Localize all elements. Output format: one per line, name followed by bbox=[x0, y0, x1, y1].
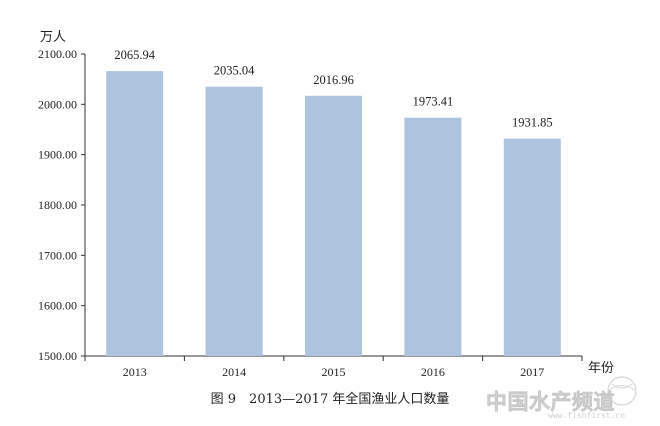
bar bbox=[106, 71, 164, 357]
y-tick-label: 1900.00 bbox=[38, 148, 77, 162]
y-tick-label: 1700.00 bbox=[38, 248, 77, 262]
bars bbox=[106, 71, 561, 357]
y-tick-label: 2100.00 bbox=[38, 47, 77, 61]
watermark: 中国水产频道 www.fishfirst.cn bbox=[486, 376, 637, 420]
bar-value-label: 1931.85 bbox=[512, 116, 553, 130]
x-axis-unit-label: 年份 bbox=[588, 361, 614, 376]
y-axis-unit-label: 万人 bbox=[40, 30, 66, 45]
bar-value-label: 2016.96 bbox=[313, 73, 354, 87]
watermark-subtext: www.fishfirst.cn bbox=[548, 411, 625, 420]
watermark-text: 中国水产频道 bbox=[486, 390, 615, 414]
y-tick-label: 1800.00 bbox=[38, 198, 77, 212]
bar bbox=[503, 138, 561, 356]
bar bbox=[305, 95, 362, 356]
y-tick-label: 1600.00 bbox=[38, 299, 77, 313]
bar-value-label: 2035.04 bbox=[214, 64, 255, 78]
y-tick-label: 2000.00 bbox=[38, 97, 77, 111]
x-tick-label: 2015 bbox=[322, 365, 346, 379]
labels: 1500.00 1600.00 1700.00 1800.00 1900.00 2000.… bbox=[38, 47, 553, 379]
bar-value-label: 1973.41 bbox=[413, 95, 454, 109]
y-tick-label: 1500.00 bbox=[38, 349, 77, 363]
x-tick-label: 2013 bbox=[123, 365, 147, 379]
bar-value-label: 2065.94 bbox=[114, 48, 155, 62]
x-tick-label: 2016 bbox=[421, 365, 445, 379]
x-tick-label: 2017 bbox=[520, 365, 544, 379]
chart-caption: 图 9 2013—2017 年全国渔业人口数量 bbox=[211, 391, 450, 407]
bar bbox=[205, 86, 263, 356]
watermark-wave-icon bbox=[607, 383, 637, 392]
bar bbox=[404, 117, 462, 356]
x-tick-label: 2014 bbox=[222, 365, 246, 379]
axes bbox=[81, 53, 583, 361]
